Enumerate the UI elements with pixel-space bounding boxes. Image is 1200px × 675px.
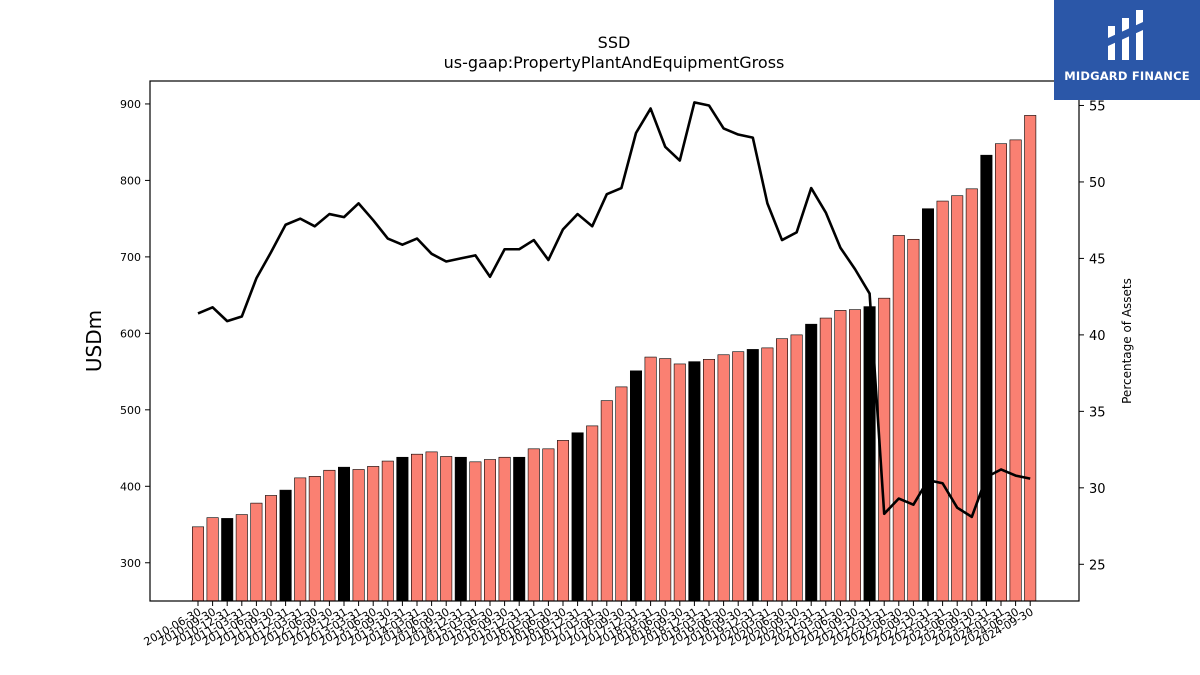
bar (732, 351, 745, 602)
bar (542, 448, 555, 602)
y-tick-label: 700 (120, 251, 141, 264)
bar (483, 459, 496, 602)
y2-tick-label: 25 (1089, 558, 1106, 573)
bar (805, 323, 818, 602)
y-tick-label: 500 (120, 404, 141, 417)
bar (440, 456, 453, 602)
bar (469, 461, 482, 602)
bar (513, 456, 526, 602)
bar (1024, 115, 1037, 602)
bar (936, 200, 949, 602)
bar (323, 469, 336, 602)
bar (410, 453, 423, 602)
y-axis-left: 300 400 500 600 700 800 900 (120, 98, 150, 570)
y-tick-label: 800 (120, 174, 141, 187)
bar (980, 154, 993, 602)
logo-text: MIDGARD FINANCE (1064, 69, 1190, 83)
y2-tick-label: 50 (1089, 176, 1106, 191)
bar (629, 370, 642, 602)
plot-frame (149, 80, 1080, 602)
percentage-line (197, 101, 1031, 519)
bar (381, 460, 394, 602)
bar (221, 518, 234, 602)
bar (892, 235, 905, 602)
bar (819, 317, 832, 602)
y-axis-right: 25 30 35 40 45 50 55 (1079, 99, 1106, 573)
bar (294, 477, 307, 602)
bar (702, 359, 715, 602)
bar (308, 476, 321, 602)
bar (644, 356, 657, 602)
bar (659, 358, 672, 602)
bar (790, 334, 803, 602)
y-axis-label-right: Percentage of Assets (1120, 278, 1134, 404)
y2-tick-label: 35 (1089, 405, 1106, 420)
bar (761, 347, 774, 602)
bar (498, 456, 511, 602)
bar-group (192, 115, 1037, 602)
bar (965, 188, 978, 602)
bar (921, 208, 934, 602)
bar (688, 361, 701, 602)
bar (746, 349, 759, 602)
bar (951, 195, 964, 602)
y-tick-label: 300 (120, 557, 141, 570)
y-tick-label: 400 (120, 480, 141, 493)
chart-title: SSD (598, 33, 631, 52)
y-tick-label: 600 (120, 327, 141, 340)
bar (717, 354, 730, 602)
logo-mark-icon (1108, 10, 1143, 60)
brand-logo: MIDGARD FINANCE (1054, 0, 1200, 100)
bar (600, 400, 613, 602)
bar (279, 489, 292, 602)
y-axis-label-left: USDm (82, 310, 106, 372)
bar (425, 451, 438, 602)
bar (352, 469, 365, 602)
y-tick-label: 900 (120, 98, 141, 111)
y2-tick-label: 40 (1089, 329, 1106, 344)
bar (192, 526, 205, 602)
line-layer (197, 101, 1031, 519)
bar (337, 466, 350, 602)
bar (1009, 139, 1022, 602)
bar (264, 495, 277, 602)
chart-subtitle: us-gaap:PropertyPlantAndEquipmentGross (444, 53, 785, 72)
bar (235, 514, 248, 602)
bar (527, 448, 540, 602)
bar (556, 440, 569, 602)
y2-tick-label: 30 (1089, 482, 1106, 497)
bar (615, 386, 628, 602)
bar (673, 363, 686, 602)
bar (571, 432, 584, 602)
bar (454, 456, 467, 602)
bar (994, 143, 1007, 602)
bar (396, 456, 409, 602)
bar (848, 309, 861, 602)
bar (367, 466, 380, 602)
bar (775, 338, 788, 602)
bar (834, 310, 847, 602)
bar (586, 425, 599, 602)
x-axis: 2010-06-302010-09-302010-12-312011-03-31… (142, 601, 1036, 649)
y2-tick-label: 55 (1089, 99, 1106, 114)
bar (907, 238, 920, 602)
bar (250, 502, 263, 602)
bar (206, 517, 219, 602)
y2-tick-label: 45 (1089, 252, 1106, 267)
